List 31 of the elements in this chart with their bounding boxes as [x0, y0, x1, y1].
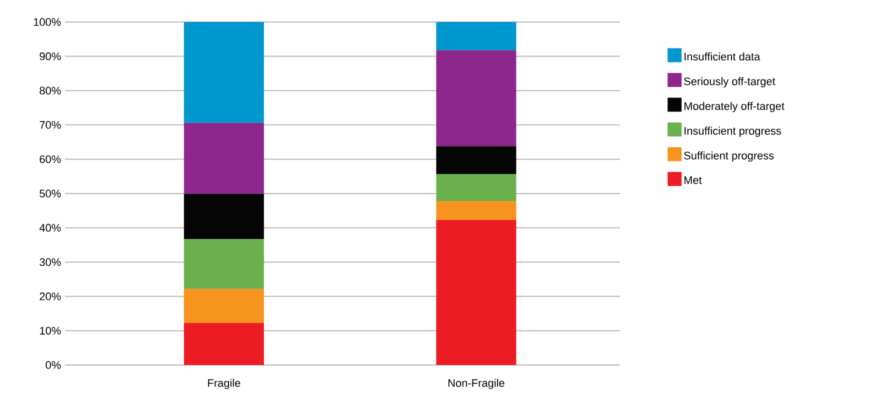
y-tick-label: 20%: [40, 292, 61, 300]
legend-label: Insufficient data: [684, 52, 760, 60]
bar: [436, 220, 516, 365]
x-tick-label: Non-Fragile: [448, 378, 504, 390]
legend-label: Sufficient progress: [684, 151, 774, 162]
bar: [184, 322, 264, 365]
y-tick-label: 50%: [40, 190, 61, 198]
x-tick-label: Fragile: [208, 378, 240, 390]
bar: [184, 239, 264, 289]
bar: [436, 146, 516, 174]
y-tick-label: 30%: [40, 258, 61, 266]
y-tick-label: 90%: [40, 52, 61, 60]
y-tick-label: 70%: [40, 121, 61, 129]
bar: [436, 201, 516, 220]
bar: [436, 50, 516, 146]
y-tick-label: 80%: [40, 86, 61, 94]
y-tick-label: 40%: [39, 224, 61, 232]
y-tick-label: 0%: [46, 361, 61, 369]
bar: [436, 22, 516, 50]
bar: [184, 194, 264, 240]
legend-label: Insufficient progress: [684, 126, 782, 137]
y-tick-label: 100%: [34, 18, 61, 26]
y-tick-label: 10%: [40, 326, 61, 335]
legend-label: Seriously off-target: [684, 77, 776, 88]
legend-label: Met: [684, 176, 702, 184]
bar: [184, 22, 264, 123]
bar: [184, 288, 264, 323]
y-tick-label: 60%: [40, 155, 61, 164]
bar: [436, 174, 516, 202]
bar: [184, 122, 264, 194]
legend-label: Moderately off-target: [684, 102, 784, 112]
